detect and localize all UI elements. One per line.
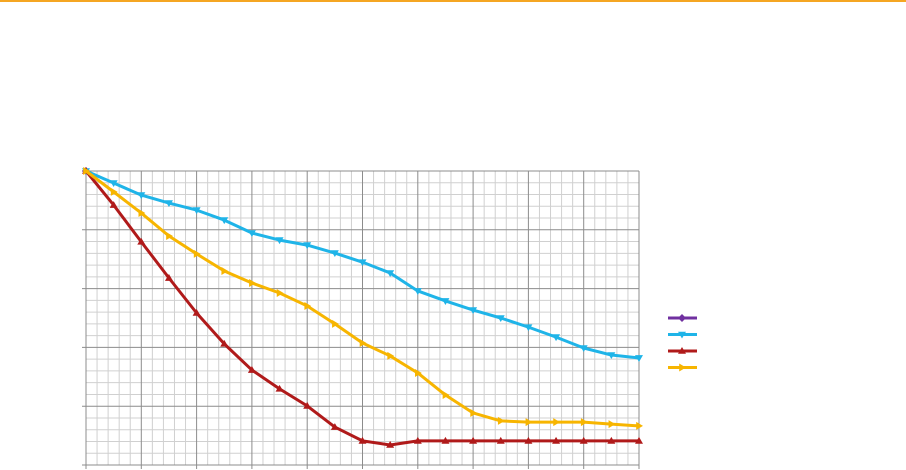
point-marker: [303, 401, 312, 409]
point-marker: [607, 352, 616, 360]
point-marker: [496, 315, 505, 322]
point-marker: [607, 436, 616, 444]
point-marker: [359, 338, 367, 347]
point-marker: [276, 289, 284, 298]
point-marker: [441, 298, 450, 305]
point-marker: [192, 309, 201, 316]
point-marker: [275, 384, 284, 392]
point-marker: [579, 345, 588, 352]
legend-marker: [678, 314, 686, 322]
legend-marker: [678, 331, 686, 339]
point-marker: [470, 408, 478, 417]
point-marker: [442, 391, 450, 400]
point-marker: [164, 200, 173, 208]
point-marker: [304, 301, 312, 310]
point-marker: [358, 259, 367, 267]
point-marker: [552, 334, 561, 342]
point-marker: [497, 416, 505, 425]
point-marker: [83, 167, 90, 175]
point-marker: [413, 436, 422, 444]
point-marker: [636, 421, 643, 430]
plot: [82, 167, 643, 448]
point-marker: [303, 242, 312, 250]
point-marker: [249, 279, 256, 288]
point-marker: [635, 436, 643, 444]
point-marker: [552, 436, 561, 444]
point-marker: [387, 351, 395, 360]
point-marker: [415, 368, 422, 377]
point-marker: [164, 274, 173, 281]
point-marker: [138, 209, 146, 218]
point-marker: [192, 207, 201, 215]
point-marker: [553, 418, 561, 427]
point-marker: [109, 201, 118, 208]
point-marker: [137, 237, 146, 245]
point-marker: [220, 217, 229, 225]
point-marker: [386, 270, 395, 278]
point-marker: [524, 324, 533, 332]
point-marker: [579, 436, 588, 444]
point-marker: [330, 423, 339, 430]
legend-marker: [678, 347, 686, 354]
point-marker: [635, 355, 643, 362]
point-marker: [109, 180, 118, 188]
legend-marker: [679, 363, 686, 372]
point-marker: [193, 249, 201, 258]
point-marker: [524, 436, 533, 444]
point-marker: [221, 266, 229, 275]
point-marker: [469, 307, 478, 315]
point-marker: [580, 418, 588, 427]
point-marker: [220, 339, 229, 347]
point-marker: [137, 192, 146, 200]
point-marker: [413, 288, 422, 295]
point-marker: [330, 250, 339, 258]
point-marker: [275, 237, 284, 245]
point-marker: [608, 420, 616, 429]
point-marker: [469, 436, 478, 444]
point-marker: [110, 187, 118, 196]
point-marker: [247, 230, 256, 238]
legend: [668, 314, 697, 372]
point-marker: [166, 231, 173, 240]
grid: [82, 170, 640, 469]
point-marker: [247, 366, 256, 373]
point-marker: [441, 436, 450, 444]
point-marker: [386, 441, 395, 448]
point-marker: [525, 418, 533, 427]
point-marker: [358, 436, 367, 444]
point-marker: [496, 436, 505, 444]
point-marker: [332, 319, 339, 328]
